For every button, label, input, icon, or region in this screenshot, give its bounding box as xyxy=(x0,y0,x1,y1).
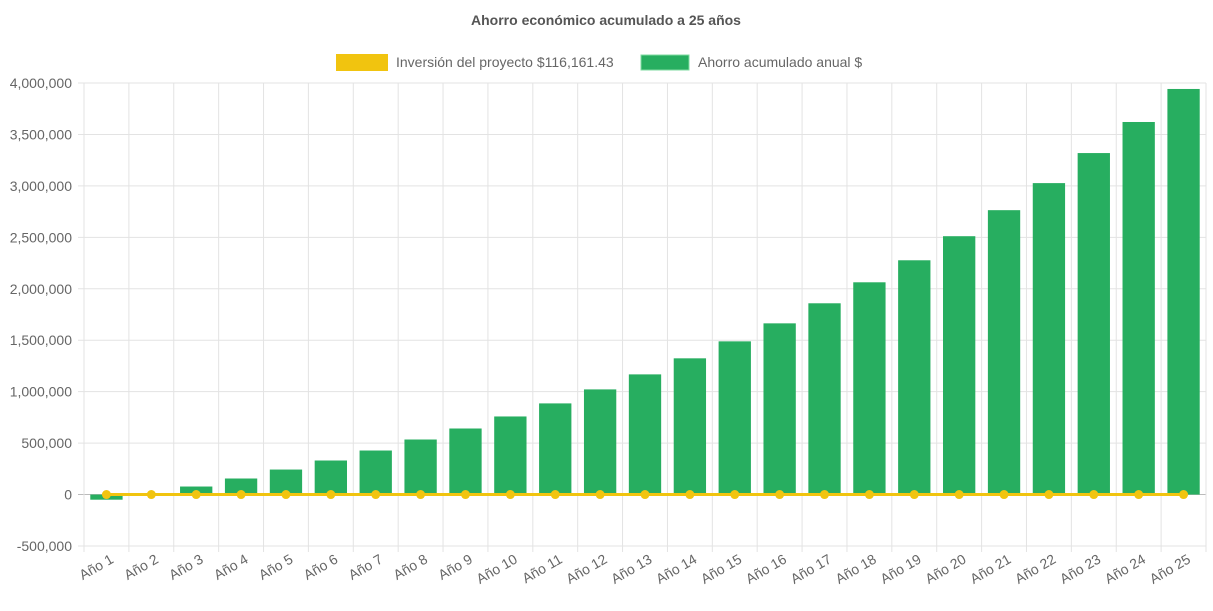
x-tick-label: Año 22 xyxy=(1012,551,1059,587)
bar xyxy=(943,236,976,495)
line-point xyxy=(999,490,1009,500)
x-tick-label: Año 21 xyxy=(967,551,1014,587)
y-tick-label: 3,500,000 xyxy=(10,126,72,142)
x-tick-label: Año 19 xyxy=(877,551,924,587)
x-tick-label: Año 4 xyxy=(211,551,251,583)
line-point xyxy=(326,490,336,500)
x-tick-label: Año 17 xyxy=(788,551,835,587)
line-point xyxy=(191,490,201,500)
line-point xyxy=(909,490,919,500)
y-tick-label: 3,000,000 xyxy=(10,178,72,194)
legend-label-savings: Ahorro acumulado anual $ xyxy=(698,54,862,70)
bar xyxy=(1167,88,1200,495)
bar xyxy=(1032,183,1066,495)
legend-swatch-savings xyxy=(640,54,690,71)
y-tick-label: 2,500,000 xyxy=(10,229,72,245)
line-point xyxy=(371,490,381,500)
x-tick-label: Año 20 xyxy=(922,551,969,587)
x-tick-label: Año 3 xyxy=(166,551,206,583)
x-tick-label: Año 16 xyxy=(743,551,790,587)
y-tick-label: 4,000,000 xyxy=(10,75,72,91)
x-tick-label: Año 15 xyxy=(698,551,745,587)
y-tick-label: 500,000 xyxy=(21,435,72,451)
line-point xyxy=(1044,490,1054,500)
investment-line xyxy=(101,490,1189,500)
bar xyxy=(763,323,796,495)
x-tick-label: Año 10 xyxy=(473,551,520,587)
bar xyxy=(404,439,437,495)
x-tick-label: Año 24 xyxy=(1102,551,1149,587)
line-point xyxy=(640,490,650,500)
y-tick-label: 0 xyxy=(64,487,72,503)
bar xyxy=(1077,153,1110,495)
line-point xyxy=(775,490,785,500)
legend-label-investment: Inversión del proyecto $116,161.43 xyxy=(396,54,614,70)
line-point xyxy=(864,490,874,500)
legend: Inversión del proyecto $116,161.43 Ahorro… xyxy=(336,54,862,71)
x-tick-label: Año 18 xyxy=(832,551,879,587)
bar xyxy=(628,374,662,495)
x-tick-label: Año 7 xyxy=(346,551,386,583)
bar xyxy=(853,282,886,495)
bar xyxy=(808,303,841,495)
x-tick-label: Año 12 xyxy=(563,551,610,587)
bar xyxy=(718,341,751,495)
line-point xyxy=(460,490,470,500)
line-point xyxy=(820,490,830,500)
line-point xyxy=(1089,490,1099,500)
bar xyxy=(494,416,527,495)
y-tick-label: 2,000,000 xyxy=(10,281,72,297)
x-tick-label: Año 13 xyxy=(608,551,655,587)
x-tick-label: Año 9 xyxy=(435,551,475,583)
bar xyxy=(673,358,707,495)
x-tick-label: Año 1 xyxy=(76,551,116,583)
bar xyxy=(539,403,572,495)
line-point xyxy=(101,490,111,500)
line-point xyxy=(146,490,156,500)
line-point xyxy=(954,490,964,500)
bar xyxy=(1122,121,1155,495)
x-tick-label: Año 2 xyxy=(121,551,161,583)
x-tick-label: Año 25 xyxy=(1147,551,1194,587)
y-tick-label: 1,000,000 xyxy=(10,384,72,400)
x-tick-label: Año 5 xyxy=(256,551,296,583)
y-tick-label: 1,500,000 xyxy=(10,332,72,348)
x-tick-label: Año 11 xyxy=(519,551,565,587)
y-tick-label: -500,000 xyxy=(17,538,72,554)
bar xyxy=(987,210,1021,495)
line-point xyxy=(685,490,695,500)
bar xyxy=(449,428,482,495)
line-point xyxy=(595,490,605,500)
line-point xyxy=(416,490,426,500)
bar xyxy=(583,389,617,495)
grid xyxy=(78,82,1207,552)
line-point xyxy=(730,490,740,500)
x-tick-label: Año 23 xyxy=(1057,551,1104,587)
x-tick-label: Año 6 xyxy=(301,551,341,583)
line-point xyxy=(550,490,560,500)
x-tick-label: Año 8 xyxy=(390,551,430,583)
bars xyxy=(90,88,1200,500)
line-point xyxy=(281,490,291,500)
x-tick-label: Año 14 xyxy=(653,551,700,587)
line-point xyxy=(236,490,246,500)
bar xyxy=(898,260,931,495)
legend-swatch-investment xyxy=(336,54,388,71)
chart-title: Ahorro económico acumulado a 25 años xyxy=(471,12,741,28)
line-point xyxy=(505,490,515,500)
bar xyxy=(359,450,392,495)
bar xyxy=(224,478,258,495)
bar xyxy=(314,460,347,495)
line-point xyxy=(1134,490,1144,500)
line-point xyxy=(1179,490,1189,500)
